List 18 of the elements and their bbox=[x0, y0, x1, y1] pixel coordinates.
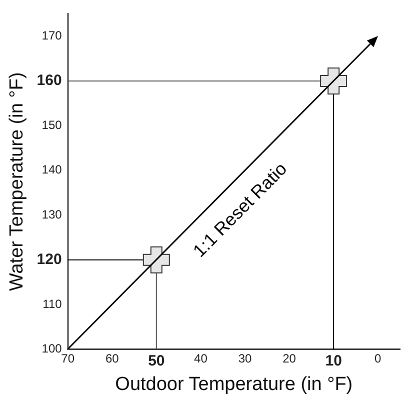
y-tick-label: 110 bbox=[42, 296, 62, 311]
x-tick-label: 50 bbox=[148, 352, 165, 370]
x-tick-label: 70 bbox=[61, 352, 75, 366]
y-tick-label: 140 bbox=[42, 162, 62, 177]
x-tick-label: 30 bbox=[238, 352, 252, 366]
x-tick-label: 0 bbox=[374, 352, 382, 366]
y-tick-label: 120 bbox=[36, 250, 62, 268]
x-axis-title: Outdoor Temperature (in °F) bbox=[115, 374, 353, 395]
y-tick-label: 100 bbox=[42, 342, 62, 356]
x-tick-label: 10 bbox=[325, 352, 342, 370]
y-tick-label: 160 bbox=[36, 72, 62, 90]
x-tick-label: 60 bbox=[105, 352, 120, 366]
y-tick-label: 170 bbox=[42, 28, 62, 43]
x-tick-label: 40 bbox=[194, 352, 208, 366]
x-tick-label: 20 bbox=[282, 352, 296, 366]
y-axis-title: Water Temperature (in °F) bbox=[6, 72, 28, 291]
y-tick-label: 150 bbox=[42, 118, 62, 132]
y-tick-label: 130 bbox=[42, 207, 62, 222]
